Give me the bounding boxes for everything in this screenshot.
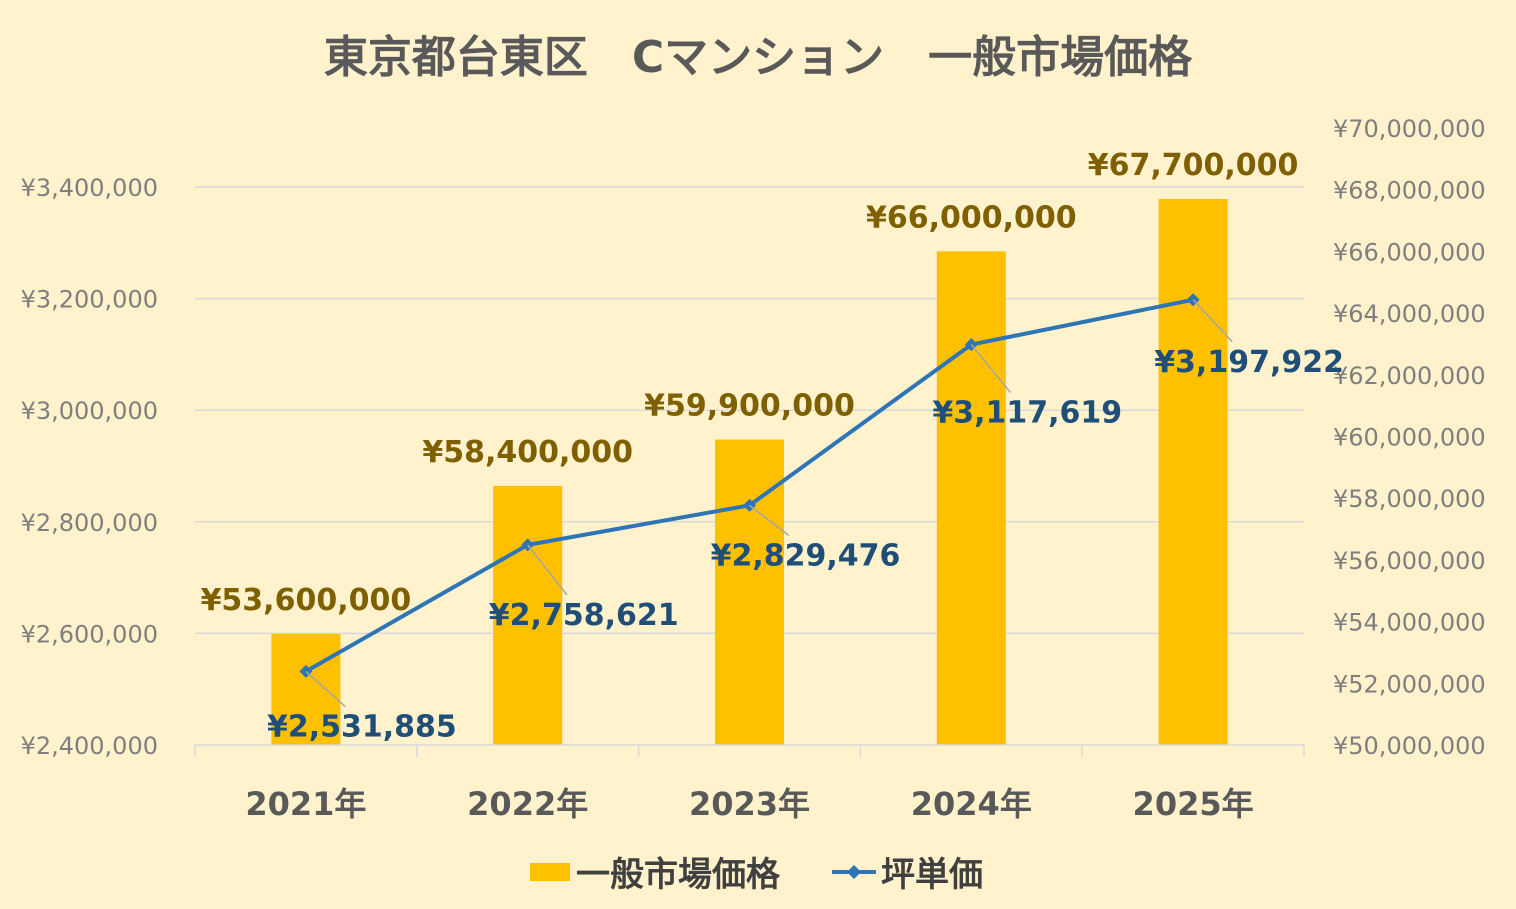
right-tick-label: ¥58,000,000 bbox=[1333, 485, 1486, 513]
leader-line bbox=[527, 544, 568, 596]
right-tick-label: ¥64,000,000 bbox=[1333, 300, 1486, 328]
bar-data-label: ¥59,900,000 bbox=[644, 389, 855, 424]
bar-data-label: ¥53,600,000 bbox=[201, 583, 412, 618]
left-tick-label: ¥3,400,000 bbox=[21, 174, 158, 202]
data-labels: ¥53,600,000 ¥58,400,000 ¥59,900,000 ¥66,000… bbox=[201, 148, 1344, 744]
bar-series bbox=[271, 198, 1228, 745]
left-tick-label: ¥3,000,000 bbox=[21, 397, 158, 425]
left-tick-label: ¥2,800,000 bbox=[21, 509, 158, 537]
x-tick-label: 2022年 bbox=[467, 785, 588, 823]
left-tick-label: ¥3,200,000 bbox=[21, 286, 158, 314]
right-tick-label: ¥50,000,000 bbox=[1333, 732, 1486, 760]
legend: 一般市場価格 坪単価 bbox=[530, 855, 983, 895]
x-tick-label: 2021年 bbox=[245, 785, 366, 823]
bar-data-label: ¥58,400,000 bbox=[422, 435, 633, 470]
line-data-label: ¥3,117,619 bbox=[932, 396, 1122, 431]
right-tick-label: ¥68,000,000 bbox=[1333, 177, 1486, 205]
chart-title: 東京都台東区 Cマンション 一般市場価格 bbox=[324, 32, 1193, 83]
legend-label: 坪単価 bbox=[881, 855, 983, 895]
gridlines bbox=[195, 186, 1304, 635]
right-tick-label: ¥56,000,000 bbox=[1333, 547, 1486, 575]
left-tick-label: ¥2,600,000 bbox=[21, 620, 158, 648]
right-tick-label: ¥70,000,000 bbox=[1333, 115, 1486, 143]
bar bbox=[493, 485, 563, 745]
x-tick-label: 2025年 bbox=[1133, 785, 1254, 823]
right-tick-label: ¥62,000,000 bbox=[1333, 362, 1486, 390]
legend-line-marker bbox=[847, 865, 861, 879]
leader-line bbox=[749, 504, 790, 536]
left-tick-label: ¥2,400,000 bbox=[21, 732, 158, 760]
line-data-label: ¥3,197,922 bbox=[1154, 345, 1344, 380]
right-tick-label: ¥66,000,000 bbox=[1333, 238, 1486, 266]
leader-line bbox=[1192, 299, 1233, 343]
bar bbox=[271, 633, 341, 745]
x-axis: 2021年 2022年 2023年 2024年 2025年 bbox=[194, 744, 1305, 823]
bar bbox=[936, 251, 1006, 745]
legend-bar-swatch bbox=[530, 863, 570, 881]
right-tick-label: ¥52,000,000 bbox=[1333, 670, 1486, 698]
left-axis: ¥2,400,000 ¥2,600,000 ¥2,800,000 ¥3,000,000… bbox=[21, 174, 158, 760]
leader-line bbox=[970, 344, 1012, 394]
right-tick-label: ¥54,000,000 bbox=[1333, 609, 1486, 637]
leader-line bbox=[305, 670, 346, 707]
line-data-label: ¥2,758,621 bbox=[489, 598, 679, 633]
right-axis: ¥50,000,000 ¥52,000,000 ¥54,000,000 ¥56,000… bbox=[1333, 115, 1486, 760]
bar bbox=[1158, 198, 1228, 745]
bar-data-label: ¥67,700,000 bbox=[1088, 148, 1299, 183]
line-data-label: ¥2,531,885 bbox=[267, 709, 457, 744]
right-tick-label: ¥60,000,000 bbox=[1333, 424, 1486, 452]
x-tick-label: 2023年 bbox=[689, 785, 810, 823]
legend-label: 一般市場価格 bbox=[576, 855, 781, 895]
x-tick-label: 2024年 bbox=[911, 785, 1032, 823]
bar-data-label: ¥66,000,000 bbox=[866, 200, 1077, 235]
line-data-label: ¥2,829,476 bbox=[711, 538, 901, 573]
